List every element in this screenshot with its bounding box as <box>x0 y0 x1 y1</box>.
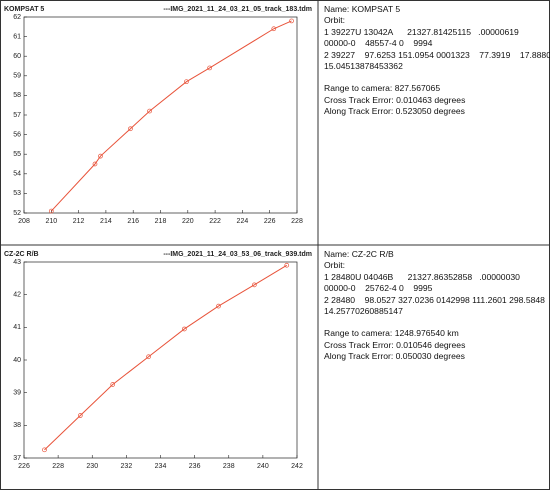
x-tick-label: 234 <box>155 463 167 470</box>
y-tick-label: 56 <box>13 131 21 138</box>
data-point <box>182 326 187 332</box>
error-line: Cross Track Error: 0.010546 degrees <box>324 339 466 350</box>
data-point <box>271 26 277 32</box>
data-line <box>44 264 288 451</box>
orbit-line: 00000-0 48557-4 0 9994 <box>324 38 433 49</box>
y-tick-label: 53 <box>13 190 21 197</box>
x-tick-label: 212 <box>73 218 85 225</box>
y-tick-label: 61 <box>13 33 21 40</box>
data-point <box>147 108 152 114</box>
plot-frame <box>23 261 298 459</box>
y-tick-label: 59 <box>13 73 21 80</box>
x-tick-label: 228 <box>52 463 64 470</box>
data-point <box>251 282 257 288</box>
x-tick-label: 226 <box>264 218 276 225</box>
error-line: Along Track Error: 0.050030 degrees <box>324 351 465 362</box>
y-tick-label: 39 <box>13 390 21 397</box>
orbit-line: 1 39227U 13042A 21327.81425115 .00000619 <box>324 26 519 37</box>
x-tick-label: 218 <box>155 218 167 225</box>
x-tick-label: 222 <box>209 218 221 225</box>
orbit-line: 1 28480U 04046B 21327.86352858 .00000030 <box>324 271 520 282</box>
chart-title: CZ-2C R/B <box>4 251 39 258</box>
plot-frame <box>23 16 298 214</box>
data-point <box>146 354 151 360</box>
info-panel: Name: CZ-2C R/B Orbit: 1 28480U 04046B 213… <box>324 249 546 363</box>
orbit-line: Orbit: <box>324 15 346 26</box>
orbit-line: 15.04513878453362 <box>324 61 403 72</box>
y-tick-label: 55 <box>13 151 21 158</box>
x-tick-label: 210 <box>45 218 57 225</box>
x-tick-label: 226 <box>18 463 30 470</box>
x-tick-label: 214 <box>100 218 112 225</box>
x-tick-label: 232 <box>121 463 133 470</box>
y-tick-label: 62 <box>13 14 21 21</box>
data-point <box>289 18 294 24</box>
chart-subtitle: ---IMG_2021_11_24_03_53_06_track_939.tdm <box>163 251 312 258</box>
x-tick-label: 242 <box>291 463 303 470</box>
y-tick-label: 60 <box>13 53 21 60</box>
error-line: Along Track Error: 0.523050 degrees <box>324 106 465 117</box>
data-line <box>50 20 292 212</box>
data-point <box>92 161 98 167</box>
y-tick-label: 40 <box>13 357 21 364</box>
orbit-line: 14.25770260885147 <box>324 306 403 317</box>
x-tick-label: 240 <box>257 463 269 470</box>
x-tick-label: 224 <box>237 218 249 225</box>
info-panel: Name: KOMPSAT 5 Orbit: 1 39227U 13042A 213… <box>324 4 550 118</box>
chart-subtitle: ---IMG_2021_11_24_03_21_05_track_183.tdm <box>163 6 312 13</box>
x-tick-label: 238 <box>223 463 235 470</box>
y-tick-label: 58 <box>13 92 21 99</box>
data-point <box>77 413 83 418</box>
orbit-line: Orbit: <box>324 260 346 271</box>
data-point <box>48 208 54 214</box>
error-line: Range to camera: 1248.976540 km <box>324 328 459 339</box>
data-point <box>98 153 103 159</box>
orbit-line: 2 28480 98.0527 327.0236 0142998 111.260… <box>324 294 545 305</box>
error-line: Range to camera: 827.567065 <box>324 83 441 94</box>
data-point <box>284 262 290 268</box>
y-tick-label: 52 <box>13 210 21 217</box>
x-tick-label: 220 <box>182 218 194 225</box>
x-tick-label: 236 <box>189 463 201 470</box>
chart-title: KOMPSAT 5 <box>4 6 44 13</box>
data-point <box>128 126 133 132</box>
x-tick-label: 208 <box>18 218 30 225</box>
data-point <box>42 447 47 453</box>
y-tick-label: 54 <box>13 171 21 178</box>
y-tick-label: 37 <box>13 455 21 462</box>
orbit-line: Name: KOMPSAT 5 <box>324 4 401 14</box>
data-point <box>184 79 189 85</box>
x-tick-label: 230 <box>86 463 98 470</box>
y-tick-label: 43 <box>13 259 21 266</box>
orbit-line: 00000-0 25762-4 0 9995 <box>324 283 433 294</box>
x-tick-label: 216 <box>127 218 139 225</box>
orbit-line: 2 39227 97.6253 151.0954 0001323 77.3919… <box>324 49 550 60</box>
data-point <box>110 382 116 387</box>
y-tick-label: 41 <box>13 324 21 331</box>
y-tick-label: 42 <box>13 292 21 299</box>
data-point <box>207 65 212 71</box>
error-line: Cross Track Error: 0.010463 degrees <box>324 94 466 105</box>
orbit-line: Name: CZ-2C R/B <box>324 249 394 259</box>
data-point <box>216 303 221 309</box>
y-tick-label: 57 <box>13 112 21 119</box>
y-tick-label: 38 <box>13 422 21 429</box>
x-tick-label: 228 <box>291 218 303 225</box>
